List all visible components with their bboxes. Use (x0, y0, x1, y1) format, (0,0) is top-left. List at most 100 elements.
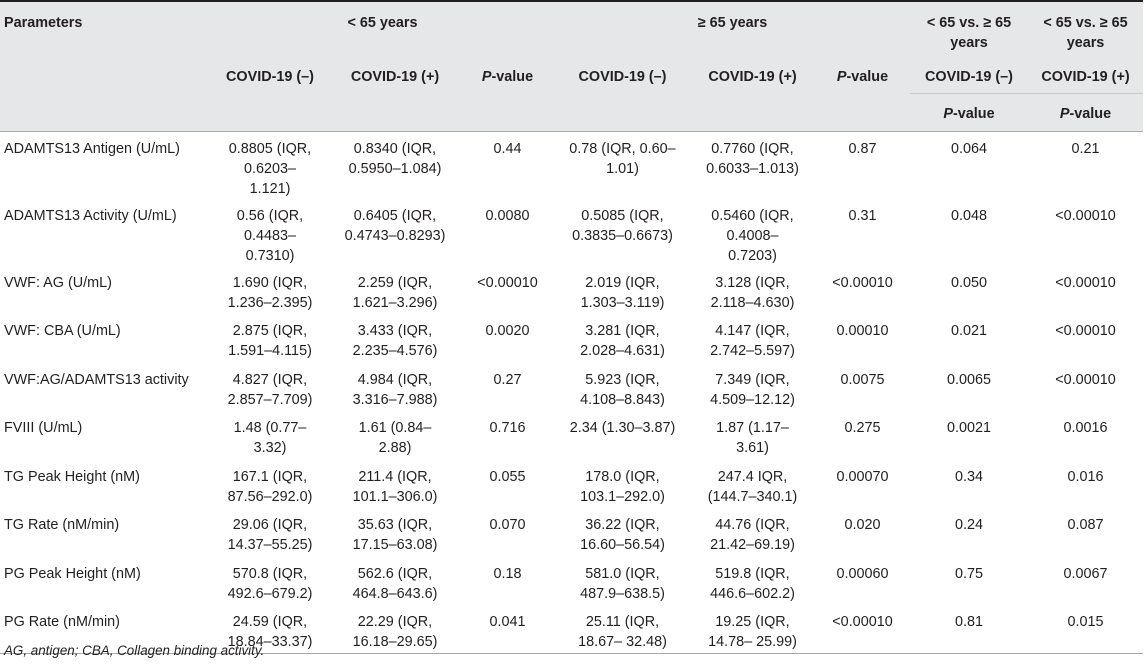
cell-over65-pvalue: 0.87 (848, 140, 877, 157)
cell-over65-pos: 0.5460 (IQR, 0.4008–0.7203) (711, 207, 794, 264)
cell-parameter: FVIII (U/mL) (4, 420, 83, 436)
cell-over65-neg: 0.5085 (IQR, 0.3835–0.6673) (572, 207, 673, 244)
pvalue-suffix: -value (491, 69, 534, 85)
cell-over65-neg: 0.78 (IQR, 0.60–1.01) (569, 140, 676, 177)
header-u-neg: COVID-19 (–) (226, 69, 314, 85)
cell-compare-neg: 0.048 (950, 207, 987, 224)
cell-over65-pvalue: 0.00010 (836, 323, 889, 339)
cell-under65-neg: 0.56 (IQR, 0.4483–0.7310) (236, 207, 304, 264)
cell-under65-pvalue: 0.055 (489, 468, 526, 485)
cell-over65-pvalue: 0.020 (844, 517, 881, 533)
cell-parameter: ADAMTS13 Antigen (U/mL) (4, 140, 180, 157)
header-u-pos: COVID-19 (+) (350, 69, 440, 85)
cell-over65-neg: 36.22 (IQR, 16.60–56.54) (580, 517, 665, 553)
cell-parameter: ADAMTS13 Activity (U/mL) (4, 207, 177, 224)
header-o-pvalue: P-value (815, 53, 910, 93)
cell-over65-pos: 247.4 IQR, (144.7–340.1) (707, 468, 798, 505)
cell-over65-pos: 4.147 (IQR, 2.742–5.597) (710, 323, 795, 359)
header-c-pvalue-1: P-value (910, 92, 1028, 132)
table-row: TG Peak Height (nM) 167.1 (IQR, 87.56–292… (0, 460, 1143, 509)
table-row: ADAMTS13 Antigen (U/mL) 0.8805 (IQR, 0.62… (0, 131, 1143, 199)
cell-under65-neg: 24.59 (IQR, 18.84–33.37) (210, 605, 330, 654)
cell-compare-neg: 0.0065 (946, 371, 991, 388)
header-c-pos: COVID-19 (+) (1041, 69, 1130, 85)
cell-over65-pvalue: <0.00010 (832, 274, 893, 291)
table-row: VWF:AG/ADAMTS13 activity 4.827 (IQR, 2.85… (0, 363, 1143, 412)
cell-under65-neg: 29.06 (IQR, 14.37–55.25) (227, 517, 313, 553)
cell-under65-neg: 570.8 (IQR, 492.6–679.2) (227, 565, 313, 602)
cell-under65-pvalue: <0.00010 (477, 274, 538, 291)
cell-over65-pos: 44.76 (IQR, 21.42–69.19) (710, 517, 795, 553)
cell-over65-pvalue: 0.275 (844, 420, 881, 436)
cell-compare-neg: 0.050 (950, 274, 987, 291)
table-body: ADAMTS13 Antigen (U/mL) 0.8805 (IQR, 0.62… (0, 131, 1143, 654)
cell-under65-pos: 0.6405 (IQR, 0.4743–0.8293) (344, 207, 446, 244)
cell-over65-neg: 581.0 (IQR, 487.9–638.5) (580, 565, 665, 602)
cell-under65-pvalue: 0.18 (493, 565, 522, 582)
table-row: PG Rate (nM/min) 24.59 (IQR, 18.84–33.37)… (0, 605, 1143, 654)
cell-compare-pos: <0.00010 (1055, 207, 1116, 224)
header-compare-1: < 65 vs. ≥ 65 years (926, 15, 1012, 51)
cell-parameter: PG Rate (nM/min) (0, 605, 210, 654)
cell-compare-pos: 0.0016 (1063, 420, 1108, 436)
cell-over65-neg: 5.923 (IQR, 4.108–8.843) (580, 371, 665, 408)
cell-over65-pvalue: <0.00010 (815, 605, 910, 654)
header-blank-2 (0, 93, 910, 132)
cell-parameter: TG Peak Height (nM) (4, 468, 140, 485)
header-blank (0, 53, 210, 93)
cell-under65-pvalue: 0.0080 (485, 207, 530, 224)
cell-over65-pvalue: 0.31 (848, 207, 877, 224)
header-row-2: COVID-19 (–) COVID-19 (+) P-value COVID-… (0, 53, 1143, 93)
table-row: FVIII (U/mL) 1.48 (0.77–3.32) 1.61 (0.84–2… (0, 411, 1143, 460)
cell-compare-neg: 0.021 (950, 323, 987, 339)
pvalue-suffix: -value (953, 105, 995, 122)
cell-under65-neg: 1.48 (0.77–3.32) (233, 420, 307, 456)
cell-compare-neg: 0.34 (954, 468, 983, 485)
cell-over65-neg: 178.0 (IQR, 103.1–292.0) (580, 468, 665, 505)
table-row: PG Peak Height (nM) 570.8 (IQR, 492.6–679… (0, 557, 1143, 606)
cell-parameter: VWF:AG/ADAMTS13 activity (4, 371, 189, 388)
header-under65: < 65 years (347, 15, 418, 31)
cell-under65-pos: 2.259 (IQR, 1.621–3.296) (352, 274, 438, 311)
p-letter: P (481, 69, 492, 85)
cell-over65-neg: 2.019 (IQR, 1.303–3.119) (580, 274, 665, 311)
table-row: VWF: CBA (U/mL) 2.875 (IQR, 1.591–4.115) 3… (0, 314, 1143, 363)
footnote: AG, antigen; CBA, Collagen binding activ… (4, 643, 265, 658)
cell-under65-neg: 4.827 (IQR, 2.857–7.709) (227, 371, 313, 408)
header-o-neg: COVID-19 (–) (578, 69, 667, 85)
cell-under65-pos: 4.984 (IQR, 3.316–7.988) (352, 371, 438, 408)
header-u-pvalue: P-value (460, 53, 555, 93)
cell-under65-pvalue: 0.070 (489, 517, 526, 533)
cell-under65-pvalue: 0.041 (460, 605, 555, 654)
cell-under65-pos: 3.433 (IQR, 2.235–4.576) (352, 323, 438, 359)
cell-compare-neg: 0.81 (910, 605, 1028, 654)
cell-compare-neg: 0.0021 (946, 420, 991, 436)
cell-under65-pos: 22.29 (IQR, 16.18–29.65) (330, 605, 460, 654)
header-parameters: Parameters (4, 15, 83, 31)
cell-compare-pos: <0.00010 (1055, 323, 1116, 339)
cell-compare-pos: <0.00010 (1055, 371, 1116, 388)
cell-under65-pos: 0.8340 (IQR, 0.5950–1.084) (348, 140, 442, 177)
cell-over65-pos: 1.87 (1.17–3.61) (716, 420, 789, 456)
cell-over65-pos: 0.7760 (IQR, 0.6033–1.013) (706, 140, 799, 177)
p-letter: P (836, 69, 847, 85)
cell-compare-pos: 0.087 (1067, 517, 1104, 533)
header-compare-2: < 65 vs. ≥ 65 years (1043, 15, 1128, 51)
cell-over65-pvalue: 0.0075 (840, 371, 885, 388)
cell-compare-pos: 0.015 (1028, 605, 1143, 654)
cell-under65-pvalue: 0.27 (493, 371, 522, 388)
header-row-1: Parameters < 65 years ≥ 65 years < 65 vs… (0, 1, 1143, 53)
cell-compare-pos: 0.016 (1067, 468, 1104, 485)
cell-under65-neg: 167.1 (IQR, 87.56–292.0) (227, 468, 313, 505)
cell-under65-neg: 0.8805 (IQR, 0.6203–1.121) (228, 140, 312, 197)
cell-under65-pos: 211.4 (IQR, 101.1–306.0) (352, 468, 438, 505)
cell-under65-pvalue: 0.0020 (485, 323, 530, 339)
cell-over65-pos: 19.25 (IQR, 14.78– 25.99) (690, 605, 815, 654)
cell-under65-pvalue: 0.44 (493, 140, 522, 157)
pvalue-suffix: -value (846, 69, 889, 85)
header-c-pvalue-2: P-value (1028, 92, 1143, 132)
cell-over65-pos: 7.349 (IQR, 4.509–12.12) (710, 371, 795, 408)
cell-under65-pos: 1.61 (0.84–2.88) (358, 420, 432, 456)
cell-under65-pos: 35.63 (IQR, 17.15–63.08) (352, 517, 438, 553)
